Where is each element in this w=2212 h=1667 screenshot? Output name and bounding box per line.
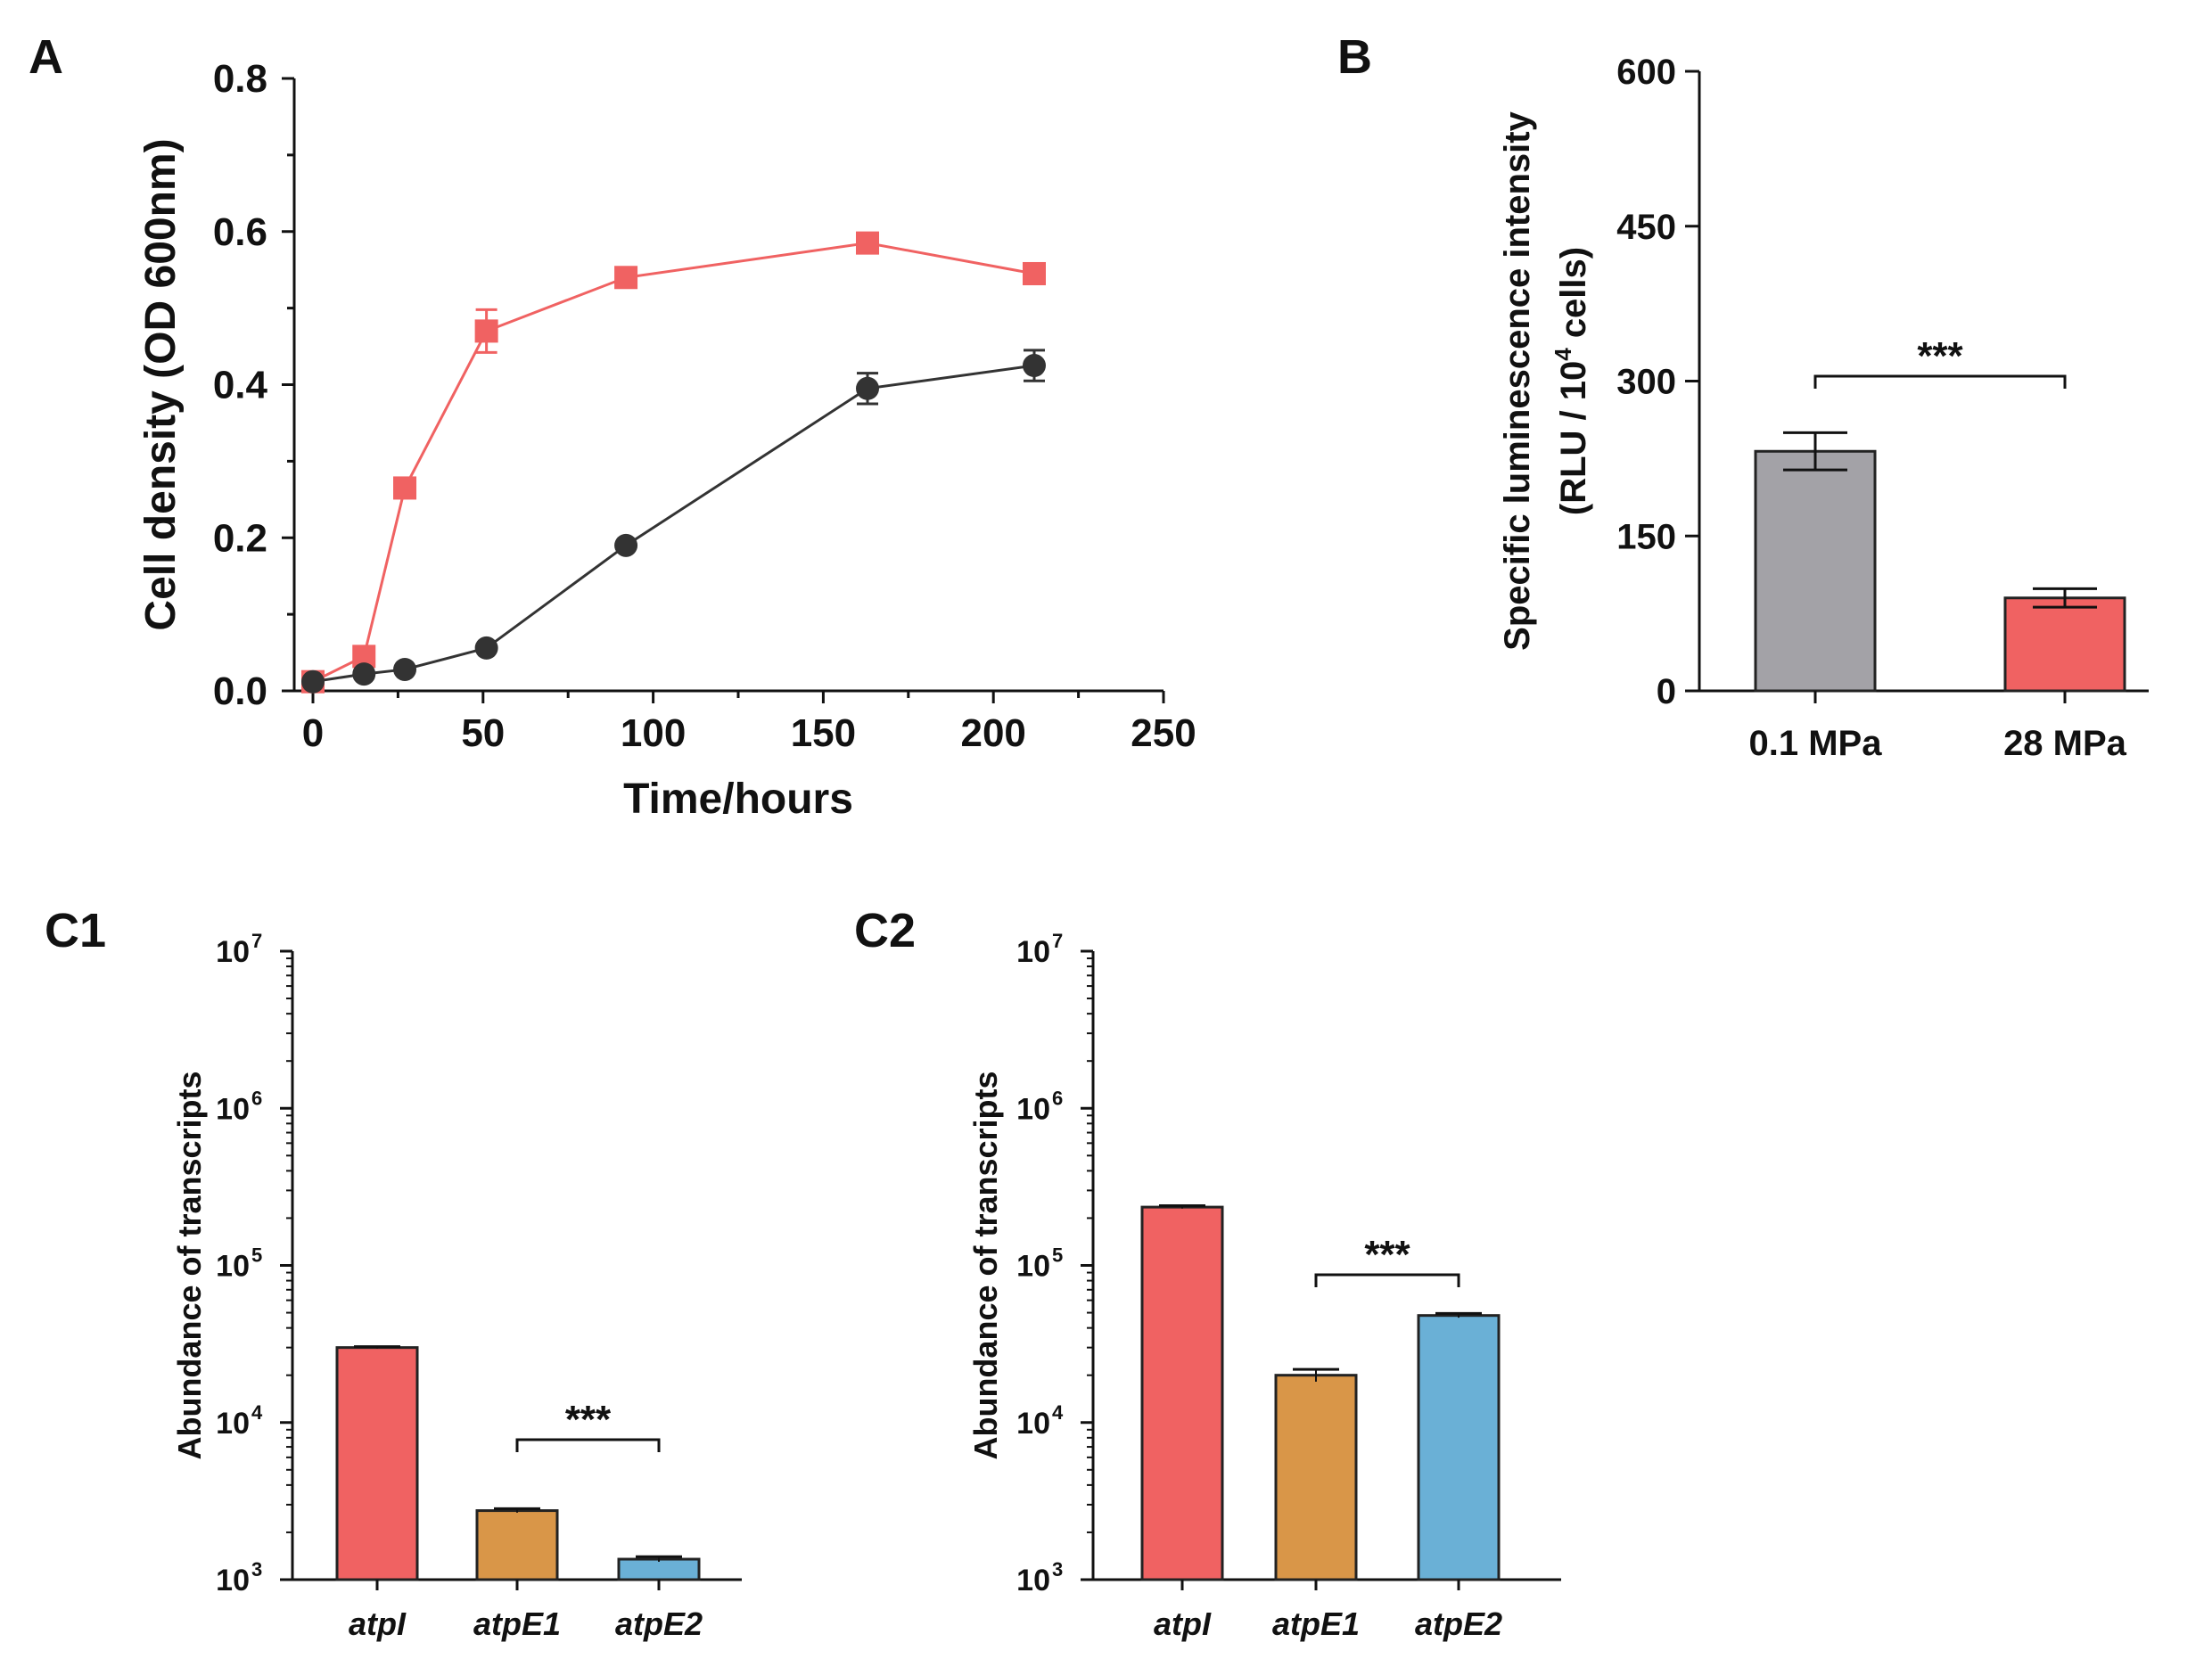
y-axis-title-part: (RLU / 10 — [1554, 361, 1593, 515]
x-axis-title: Time/hours — [623, 776, 853, 823]
x-category-label: atpE1 — [1272, 1605, 1360, 1642]
data-point-square — [614, 266, 638, 290]
series-line-red-squares — [312, 242, 1035, 684]
significance-label: *** — [1364, 1233, 1410, 1277]
y-tick-exponent: 5 — [1052, 1244, 1063, 1267]
y-tick-label: 150 — [1616, 517, 1676, 556]
y-axis-title-superscript: 4 — [1550, 348, 1576, 361]
bar-0 — [1754, 449, 1877, 693]
y-tick-label: 10 — [216, 1092, 250, 1126]
bar-atpE1 — [1274, 1374, 1358, 1581]
y-tick-label: 0.4 — [213, 364, 268, 407]
panel-label-c1: C1 — [45, 904, 106, 957]
y-tick-label: 10 — [1016, 1564, 1050, 1597]
bar-atpI — [335, 1346, 419, 1581]
bar-atpE1 — [475, 1509, 559, 1581]
data-point-circle — [352, 662, 376, 686]
x-tick-label: 250 — [1131, 711, 1196, 755]
y-tick-label: 0.8 — [213, 57, 267, 101]
y-tick-exponent: 3 — [1052, 1558, 1063, 1581]
x-tick-label: 50 — [461, 711, 505, 755]
data-point-circle — [474, 636, 498, 660]
bar-atpE2 — [1417, 1314, 1501, 1581]
y-axis-title-line1: Specific luminescence intensity — [1498, 111, 1537, 650]
y-tick-exponent: 4 — [1052, 1401, 1064, 1424]
x-category-label: atpI — [349, 1605, 407, 1642]
data-point-square — [393, 476, 417, 500]
y-tick-label: 10 — [216, 1407, 250, 1441]
panel-label-b: B — [1337, 30, 1372, 84]
y-axis-title: Abundance of transcripts — [171, 1071, 208, 1459]
y-tick-label: 10 — [216, 1250, 250, 1284]
chart-panel-a: 0 50 100 150 200 250 0.0 0.2 0.4 0.6 0.8 Time/hours… — [137, 57, 1196, 823]
x-tick-label: 100 — [621, 711, 686, 755]
significance-bracket — [1314, 1273, 1460, 1287]
y-tick-exponent: 4 — [251, 1401, 263, 1424]
x-tick-label: 200 — [960, 711, 1025, 755]
data-point-circle — [393, 657, 417, 681]
data-point-square — [474, 319, 498, 343]
y-tick-label: 10 — [1016, 1092, 1050, 1126]
y-tick-label: 10 — [216, 935, 250, 969]
y-tick-label: 0 — [1657, 672, 1676, 711]
bar-atpI — [1140, 1205, 1224, 1581]
y-tick-label: 10 — [1016, 1250, 1050, 1284]
significance-label: *** — [1917, 334, 1963, 378]
y-tick-label: 0.0 — [213, 669, 267, 713]
y-axis-title: Cell density (OD 600nm) — [137, 138, 185, 630]
x-category-label: 28 MPa — [2003, 724, 2127, 763]
data-point-circle — [614, 533, 638, 557]
data-point-circle — [856, 376, 880, 400]
x-category-label: atpI — [1154, 1605, 1212, 1642]
y-tick-exponent: 5 — [251, 1244, 262, 1267]
bar-1 — [2003, 596, 2126, 693]
y-tick-label: 10 — [1016, 935, 1050, 969]
y-tick-exponent: 7 — [1052, 930, 1063, 952]
data-point-circle — [301, 669, 325, 694]
y-tick-label: 600 — [1616, 53, 1676, 92]
y-axis-title-line2: (RLU / 104 cells) — [1550, 247, 1593, 515]
bar-atpE2 — [617, 1557, 701, 1581]
panel-label-a: A — [29, 30, 63, 84]
panel-label-c2: C2 — [854, 904, 916, 957]
significance-label: *** — [565, 1398, 612, 1441]
data-point-circle — [1022, 354, 1046, 378]
data-point-square — [1022, 261, 1046, 285]
x-category-label: atpE2 — [1415, 1605, 1502, 1642]
x-tick-label: 150 — [791, 711, 856, 755]
y-tick-label: 0.6 — [213, 210, 267, 254]
y-tick-label: 0.2 — [213, 516, 267, 560]
y-tick-exponent: 7 — [251, 930, 262, 952]
x-category-label: 0.1 MPa — [1749, 724, 1883, 763]
y-tick-label: 450 — [1616, 208, 1676, 247]
series-line-black-circles — [312, 364, 1035, 684]
y-tick-exponent: 6 — [1052, 1087, 1063, 1109]
chart-panel-b: 0 150 300 450 600 Specific luminescence inten… — [1498, 53, 2149, 763]
x-category-label: atpE1 — [473, 1605, 561, 1642]
y-tick-exponent: 6 — [251, 1087, 262, 1109]
significance-bracket — [515, 1438, 661, 1452]
y-axis-title: Abundance of transcripts — [967, 1071, 1004, 1459]
significance-bracket — [1813, 374, 2067, 389]
y-tick-label: 10 — [216, 1564, 250, 1597]
y-tick-exponent: 3 — [251, 1558, 262, 1581]
x-tick-label: 0 — [302, 711, 324, 755]
y-axis-title-part: cells) — [1554, 247, 1593, 348]
x-category-label: atpE2 — [615, 1605, 703, 1642]
data-point-square — [856, 231, 880, 255]
y-tick-label: 300 — [1616, 363, 1676, 402]
y-tick-label: 10 — [1016, 1407, 1050, 1441]
